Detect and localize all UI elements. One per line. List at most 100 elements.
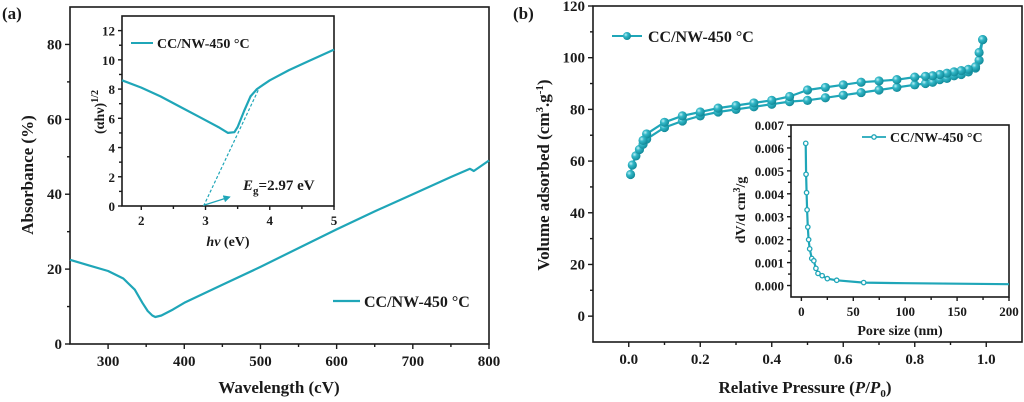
xlabel-p: P bbox=[854, 378, 866, 397]
x-tick-label: 50 bbox=[847, 304, 860, 319]
xlabel-p0: P bbox=[869, 378, 881, 397]
x-tick-label: 300 bbox=[97, 354, 120, 370]
panel-b-inset-background bbox=[791, 125, 1009, 297]
panel-b-inset-x-axis-label: Pore size (nm) bbox=[857, 324, 943, 339]
pore-size-point bbox=[860, 279, 867, 286]
panel-label-a: (a) bbox=[2, 4, 22, 23]
x-tick-label: 1.0 bbox=[977, 352, 996, 368]
pore-size-point bbox=[819, 272, 825, 279]
y-tick-label: 40 bbox=[570, 206, 585, 222]
panel-b-inset-legend-marker bbox=[871, 134, 877, 140]
isotherm-desorption-point bbox=[820, 82, 830, 93]
ev-unit: (eV) bbox=[220, 235, 249, 250]
panel-a-inset-y-ticks: 0 2 4 6 8 10 12 bbox=[102, 24, 122, 214]
y-tick-label: 0.000 bbox=[755, 279, 784, 294]
y-tick-label: 60 bbox=[570, 154, 585, 170]
bandgap-symbol: E bbox=[242, 178, 253, 194]
y-tick-label: 40 bbox=[47, 187, 62, 203]
isotherm-desorption-point bbox=[659, 117, 670, 127]
isotherm-desorption-point bbox=[713, 103, 723, 113]
y-tick-label: 0.006 bbox=[755, 141, 785, 156]
pore-size-point bbox=[833, 277, 840, 284]
panel-a-inset-chart: 0 2 4 6 8 10 12 2 3 4 5 Eg=2.97 eV hν (eV) (αhν)1… bbox=[90, 15, 338, 250]
isotherm-adsorption-point bbox=[627, 160, 637, 170]
x-tick-label: 800 bbox=[478, 354, 501, 370]
panel-a-x-ticks: 300 400 500 600 700 800 bbox=[97, 344, 500, 370]
isotherm-desorption-point bbox=[731, 100, 741, 111]
panel-a-plot-frame bbox=[69, 6, 490, 345]
panel-label-b: (b) bbox=[513, 4, 534, 23]
x-tick-label: 4 bbox=[267, 213, 274, 228]
isotherm-desorption-point bbox=[802, 85, 813, 95]
isotherm-desorption-point bbox=[974, 47, 984, 58]
isotherm-desorption-point bbox=[920, 71, 931, 81]
panel-b-inset-y-ticks: 0.000 0.001 0.002 0.003 0.004 0.005 0.006 0.007 bbox=[755, 118, 791, 294]
x-tick-label: 0.0 bbox=[619, 352, 638, 368]
pore-size-point bbox=[824, 275, 831, 282]
panel-a-inset-x-ticks: 2 3 4 5 bbox=[138, 206, 338, 228]
pore-size-point bbox=[815, 270, 821, 277]
bandgap-value: =2.97 eV bbox=[259, 178, 315, 194]
xlabel-text: Relative Pressure ( bbox=[719, 378, 856, 397]
isotherm-desorption-point bbox=[638, 135, 648, 145]
panel-b-x-ticks: 0.0 0.2 0.4 0.6 0.8 1.0 bbox=[619, 342, 996, 368]
panel-b-legend-marker bbox=[623, 32, 631, 40]
panel-b-legend: CC/NW-450 °C bbox=[612, 29, 754, 46]
x-tick-label: 2 bbox=[138, 213, 145, 228]
panel-a-inset-background bbox=[122, 16, 334, 206]
pore-size-point bbox=[805, 236, 812, 243]
y-tick-label: 0.005 bbox=[755, 164, 785, 179]
panel-a-inset-bandgap-annotation: Eg=2.97 eV bbox=[242, 178, 315, 197]
x-tick-label: 600 bbox=[325, 354, 348, 370]
isotherm-desorption-point bbox=[749, 98, 759, 108]
isotherm-adsorption-point bbox=[920, 78, 931, 89]
x-tick-label: 3 bbox=[202, 213, 209, 228]
panel-b-y-ticks: 0 20 40 60 80 100 120 bbox=[563, 0, 593, 325]
x-tick-label: 0 bbox=[798, 304, 805, 319]
xlabel-slash: / bbox=[864, 378, 870, 397]
panel-b-inset-legend: CC/NW-450 °C bbox=[862, 131, 983, 146]
x-tick-label: 700 bbox=[402, 354, 425, 370]
x-tick-label: 0.6 bbox=[834, 352, 853, 368]
y-tick-label: 100 bbox=[563, 51, 586, 67]
xlabel-close: ) bbox=[886, 378, 892, 397]
ylabel-base: (αhν) bbox=[93, 102, 108, 134]
y-tick-label: 0 bbox=[55, 337, 63, 353]
isotherm-desorption-point bbox=[838, 80, 848, 90]
x-tick-label: 100 bbox=[895, 304, 915, 319]
panel-a-legend: CC/NW-450 °C bbox=[333, 294, 470, 311]
isotherm-desorption-point bbox=[695, 107, 705, 117]
panel-b-inset-x-ticks: 0 50 100 150 200 bbox=[798, 297, 1019, 319]
y-tick-label: 12 bbox=[102, 24, 115, 39]
isotherm-desorption-point bbox=[942, 68, 952, 78]
y-tick-label: 80 bbox=[47, 37, 62, 53]
pore-size-point bbox=[810, 257, 817, 264]
panel-a-inset-frame bbox=[121, 15, 335, 207]
pore-size-point bbox=[813, 265, 819, 272]
x-tick-label: 150 bbox=[947, 304, 967, 319]
isotherm-desorption-point bbox=[970, 62, 981, 72]
isotherm-desorption-point bbox=[949, 67, 959, 77]
isotherm-desorption-point bbox=[785, 91, 795, 102]
panel-b-inset-legend-label: CC/NW-450 °C bbox=[890, 131, 983, 146]
isotherm-adsorption-point bbox=[856, 87, 866, 98]
x-tick-label: 500 bbox=[249, 354, 272, 370]
isotherm-adsorption-point bbox=[802, 95, 813, 105]
panel-a-absorbance-line bbox=[69, 159, 490, 319]
y-tick-label: 0.003 bbox=[755, 210, 785, 225]
isotherm-adsorption-point bbox=[928, 77, 938, 87]
isotherm-desorption-point bbox=[892, 75, 902, 85]
panel-b-inset-frame bbox=[790, 124, 1010, 298]
isotherm-adsorption-point bbox=[820, 93, 830, 103]
isotherm-desorption-point bbox=[874, 76, 884, 86]
pore-size-point bbox=[806, 245, 813, 252]
isotherm-desorption-point bbox=[928, 71, 938, 81]
isotherm-adsorption-point bbox=[874, 85, 884, 95]
y-tick-label: 0.001 bbox=[755, 256, 784, 271]
bandgap-subscript: g bbox=[253, 185, 259, 197]
isotherm-desorption-point bbox=[856, 77, 866, 87]
x-tick-label: 0.2 bbox=[691, 352, 710, 368]
pore-size-point bbox=[804, 224, 811, 230]
hv-symbol: hν bbox=[206, 235, 221, 250]
y-tick-label: 80 bbox=[570, 102, 585, 118]
